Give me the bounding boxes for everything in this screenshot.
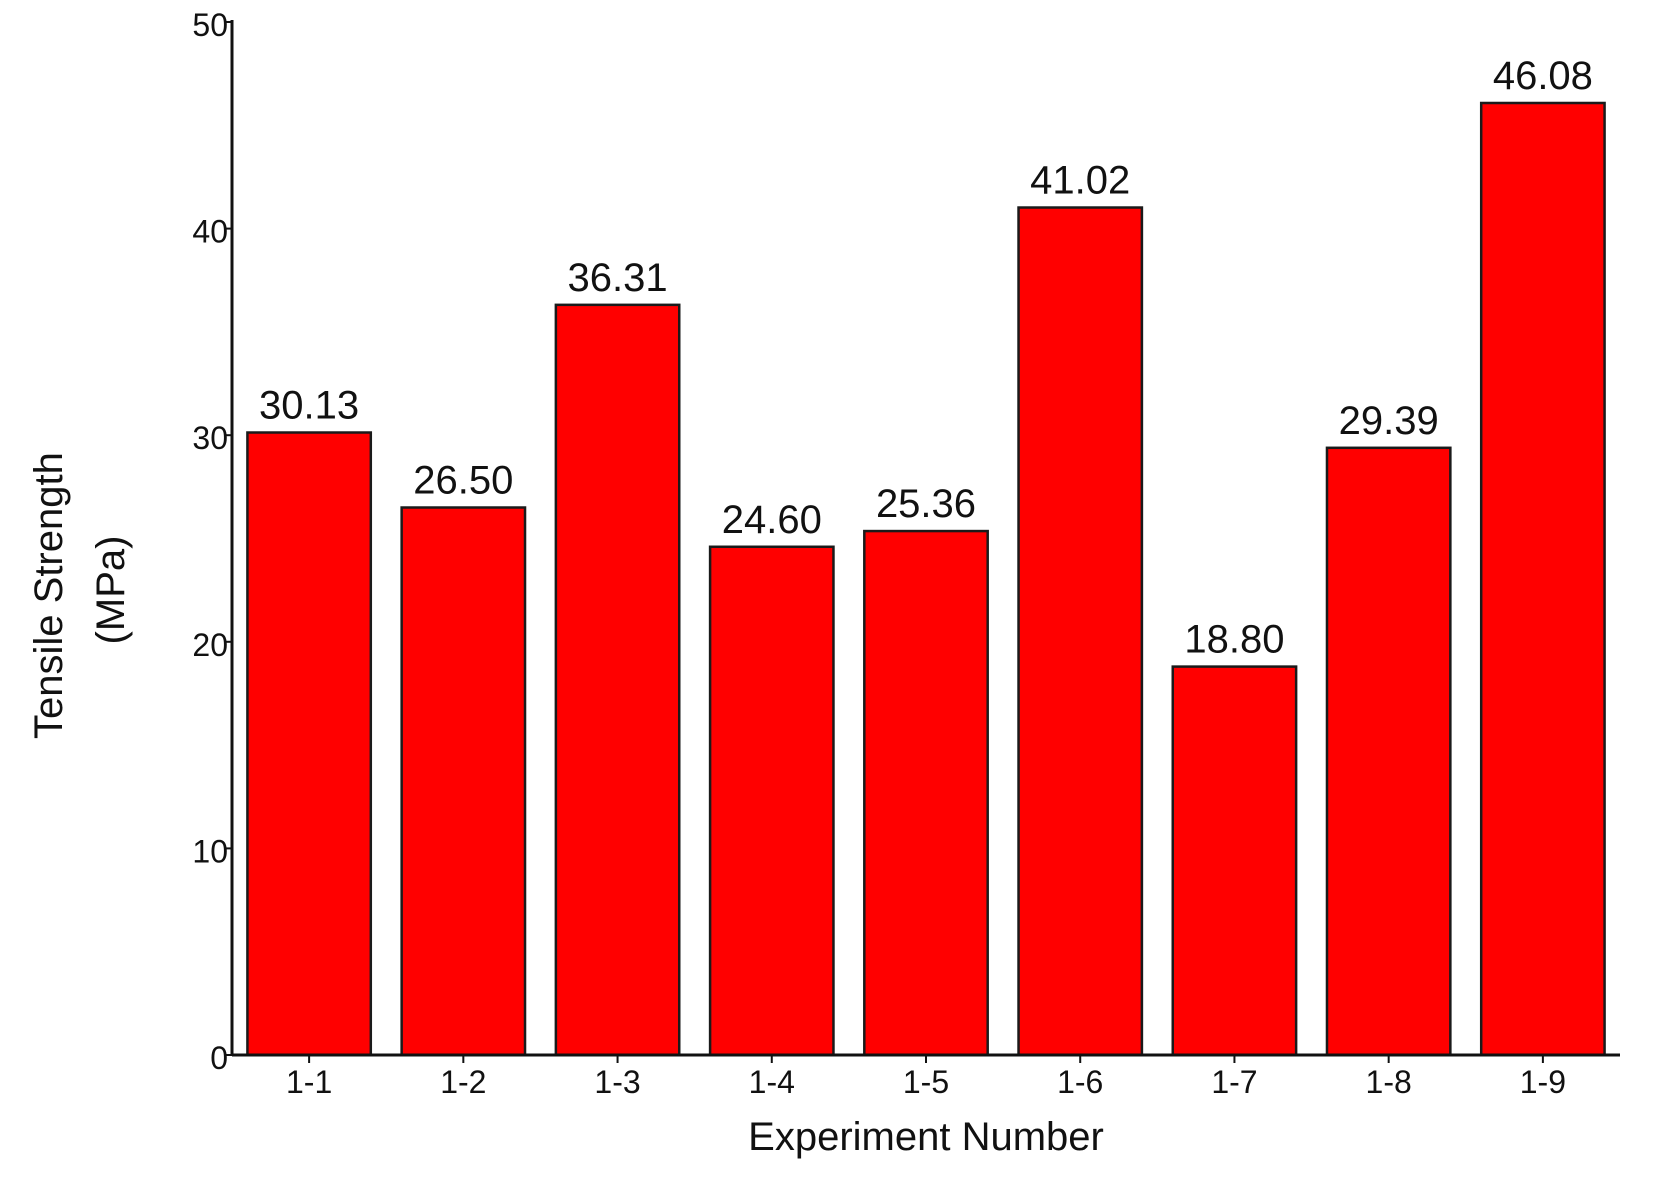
x-tick-label-1-2: 1-2	[440, 1064, 486, 1100]
x-tick-label-1-8: 1-8	[1366, 1064, 1412, 1100]
data-label-1-5: 25.36	[876, 482, 976, 526]
data-label-1-3: 36.31	[568, 256, 668, 300]
data-label-1-7: 18.80	[1184, 618, 1284, 662]
x-tick-label-1-1: 1-1	[286, 1064, 332, 1100]
y-axis-title-line-2: (MPa)	[89, 536, 133, 645]
x-tick-label-1-4: 1-4	[749, 1064, 795, 1100]
y-tick-label-40: 40	[192, 214, 228, 250]
data-labels: 30.13 26.50 36.31 24.60 25.36 41.02 18.80 29.39…	[259, 54, 1593, 662]
x-axis-title: Experiment Number	[748, 1115, 1104, 1159]
bar-1-7	[1171, 665, 1298, 1057]
y-axis-title: Tensile Strength (MPa)	[27, 441, 133, 739]
bar-1-2	[400, 506, 527, 1057]
y-tick-label-0: 0	[210, 1040, 228, 1076]
bars	[246, 101, 1606, 1057]
bar-1-3	[554, 303, 681, 1057]
bar-1-4	[708, 545, 835, 1057]
y-tick-label-20: 20	[192, 627, 228, 663]
y-tick-label-30: 30	[192, 420, 228, 456]
x-tick-label-1-9: 1-9	[1520, 1064, 1566, 1100]
x-tick-label-1-3: 1-3	[594, 1064, 640, 1100]
y-tick-label-10: 10	[192, 833, 228, 869]
data-label-1-2: 26.50	[413, 459, 513, 503]
data-label-1-6: 41.02	[1030, 159, 1130, 203]
data-label-1-1: 30.13	[259, 384, 359, 428]
bar-1-1	[246, 431, 373, 1057]
data-label-1-4: 24.60	[722, 498, 822, 542]
x-tick-label-1-6: 1-6	[1057, 1064, 1103, 1100]
bar-1-8	[1325, 446, 1452, 1057]
x-tick-label-1-7: 1-7	[1211, 1064, 1257, 1100]
y-tick-label-50: 50	[192, 7, 228, 43]
x-axis-ticks: 1-1 1-2 1-3 1-4 1-5 1-6 1-7 1-8 1-9	[286, 1055, 1566, 1100]
y-axis-title-line-1: Tensile Strength	[27, 452, 71, 739]
bar-1-6	[1017, 206, 1144, 1057]
y-axis-ticks: 0 10 20 30 40 50	[192, 7, 232, 1076]
bar-1-5	[863, 529, 989, 1057]
data-label-1-8: 29.39	[1339, 399, 1439, 443]
bar-1-9	[1479, 101, 1606, 1057]
data-label-1-9: 46.08	[1493, 54, 1593, 98]
x-tick-label-1-5: 1-5	[903, 1064, 949, 1100]
